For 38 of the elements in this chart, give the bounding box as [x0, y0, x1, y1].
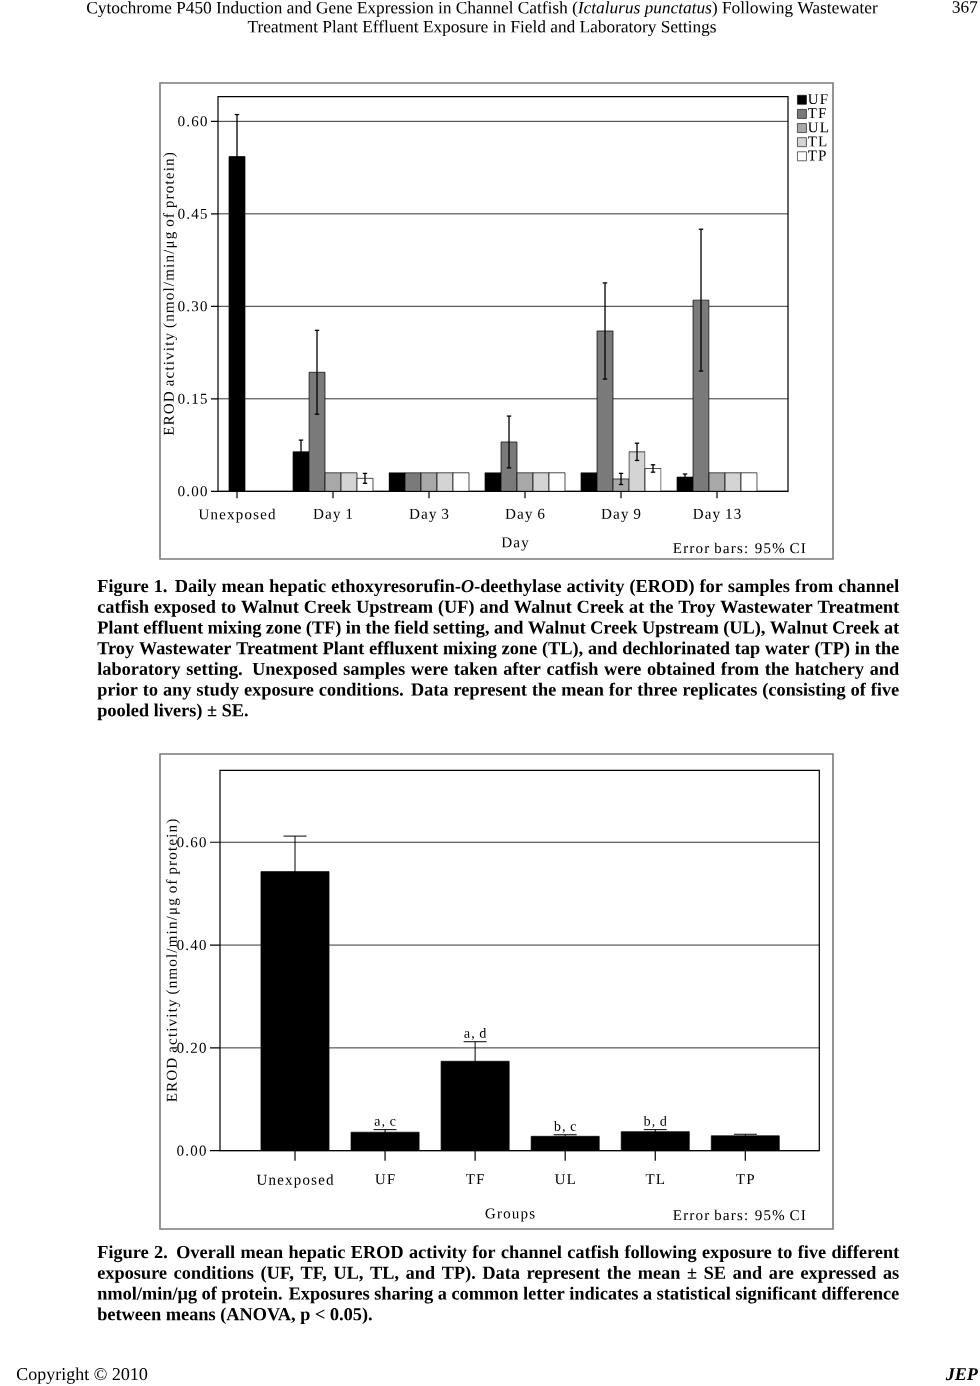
legend-label: TP: [808, 150, 826, 161]
caption: Figure 2. Overall mean hepatic EROD activity for channel catfish following exposure to five different exposure conditions (UF, TF, UL, TL, and TP). Data represent the mean ± SE and are expressed as nmol/min/μg of protein. Exposures sharing a common letter indicates a statistical significant difference between means (ANOVA, p < 0.05).: [97, 1245, 900, 1325]
text: JEP: [945, 1368, 978, 1381]
x-tick-label: UF: [375, 1174, 395, 1185]
x-tick-label: Day 1: [313, 508, 353, 522]
annotation: b, d: [643, 1115, 667, 1128]
x-tick-label: Day 6: [505, 508, 545, 522]
x-axis-title: Groups: [485, 1208, 535, 1222]
text: Cytochrome P450 Induction and Gene Expression in Channel Catfish (Ictalurus punctatus) Following Wastewater Treatment Plant Effluent Exposure in Field and Laboratory Settings: [87, 1, 878, 37]
x-tick-label: TL: [645, 1174, 665, 1185]
y-tick-label: 0.60: [178, 116, 207, 127]
text: Copyright © 2010: [16, 1367, 148, 1384]
y-tick-label: 0.15: [178, 393, 207, 404]
x-tick-label: Day 3: [409, 508, 449, 522]
text: Error bars: 95% CI: [673, 542, 806, 554]
x-tick-label: Unexposed: [256, 1174, 334, 1188]
x-axis-title: Day: [501, 537, 529, 551]
x-tick-label: Day 13: [693, 508, 741, 522]
legend-label: TL: [808, 136, 827, 147]
legend-label: UF: [808, 94, 828, 105]
annotation: a, c: [374, 1119, 396, 1128]
y-tick-label: 0.00: [178, 486, 207, 497]
y-axis-title: EROD activity (nmol/min/μg of protein): [163, 152, 177, 436]
x-tick-label: UL: [554, 1174, 575, 1185]
y-tick-label: 0.45: [178, 208, 207, 219]
text: 367: [952, 1, 978, 13]
annotation: a, d: [464, 1027, 487, 1040]
legend-label: UL: [808, 122, 829, 133]
annotation: b, c: [553, 1121, 576, 1133]
y-tick-label: 0.00: [177, 1145, 206, 1156]
y-tick-label: 0.30: [178, 301, 207, 312]
x-tick-label: Unexposed: [198, 508, 276, 523]
x-tick-label: Day 9: [601, 508, 641, 522]
x-tick-label: TF: [466, 1174, 484, 1185]
text: Error bars: 95% CI: [673, 1209, 806, 1221]
x-tick-label: TP: [736, 1174, 755, 1185]
text: Figure 1. Daily mean hepatic ethoxyresorufin-O-deethylase activity (EROD) for samples from channel catfish exposed to Walnut Creek Upstream (UF) and Walnut Creek at the Troy Wastewater Treatment Plant effluent mixing zone (TF) in the field setting, and Walnut Creek Upstream (UL), Walnut Creek at Troy Wastewater Treatment Plant effluxent mixing zone (TL), and dechlorinated tap water (TP) in the laboratory setting. Unexposed samples were taken after catfish were obtained from the hatchery and prior to any study exposure conditions. Data represent the mean for three replicates (consisting of five pooled livers) ± SE.: [97, 579, 900, 721]
legend-label: TF: [808, 108, 826, 119]
